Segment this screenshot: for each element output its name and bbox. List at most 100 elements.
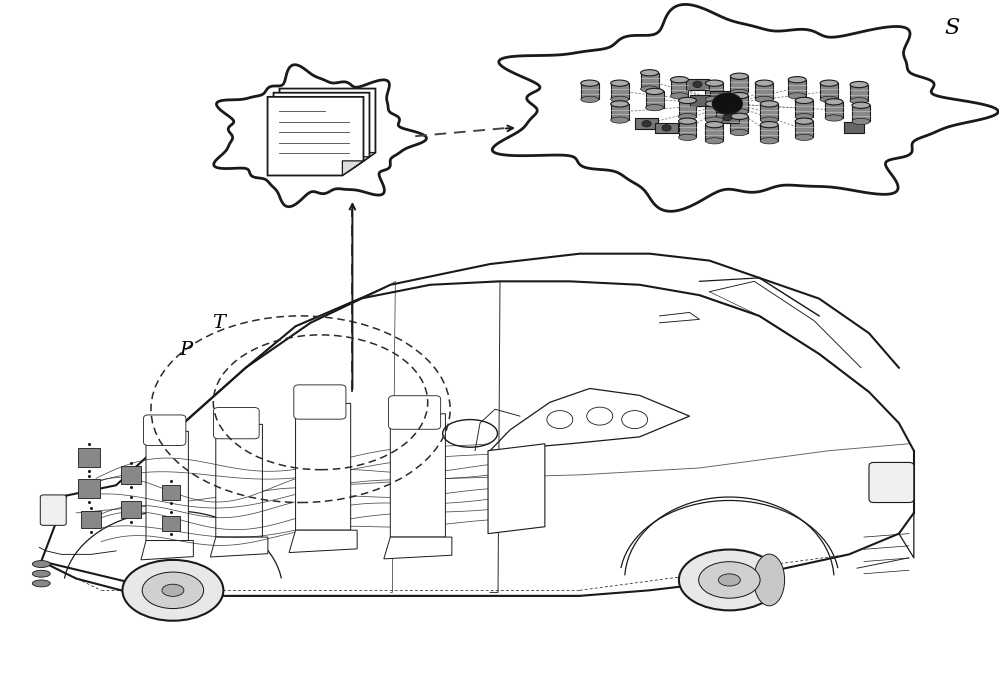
Polygon shape	[210, 537, 268, 557]
Ellipse shape	[718, 574, 740, 586]
Ellipse shape	[705, 96, 723, 103]
Polygon shape	[268, 97, 363, 176]
Ellipse shape	[755, 96, 773, 103]
Text: S: S	[944, 17, 959, 39]
Ellipse shape	[611, 101, 629, 107]
Ellipse shape	[646, 105, 664, 111]
Ellipse shape	[641, 86, 659, 92]
Ellipse shape	[730, 92, 748, 99]
Ellipse shape	[730, 90, 748, 96]
Ellipse shape	[679, 550, 780, 610]
Bar	[690, 95, 709, 105]
Polygon shape	[390, 414, 445, 537]
Ellipse shape	[730, 109, 748, 115]
Ellipse shape	[730, 73, 748, 79]
Ellipse shape	[705, 117, 723, 123]
Bar	[795, 101, 813, 117]
Bar	[611, 104, 629, 120]
Polygon shape	[342, 161, 363, 176]
Bar	[611, 83, 629, 99]
Ellipse shape	[760, 101, 778, 107]
Polygon shape	[296, 403, 351, 530]
Bar	[121, 466, 141, 484]
Ellipse shape	[820, 96, 838, 103]
Ellipse shape	[679, 97, 696, 103]
Ellipse shape	[825, 99, 843, 105]
Polygon shape	[141, 541, 193, 560]
Ellipse shape	[671, 93, 688, 99]
Ellipse shape	[795, 118, 813, 124]
Ellipse shape	[699, 561, 760, 598]
Bar	[581, 83, 599, 99]
Ellipse shape	[795, 97, 813, 103]
Polygon shape	[146, 431, 188, 541]
Bar	[78, 448, 100, 467]
Ellipse shape	[32, 570, 50, 577]
Ellipse shape	[852, 119, 870, 124]
Circle shape	[723, 115, 732, 121]
Bar	[710, 91, 729, 101]
Polygon shape	[492, 4, 998, 211]
Ellipse shape	[820, 80, 838, 86]
Bar	[755, 83, 773, 99]
Bar	[705, 104, 723, 120]
Polygon shape	[214, 65, 426, 207]
Ellipse shape	[705, 137, 723, 144]
Ellipse shape	[852, 102, 870, 108]
Bar	[121, 501, 141, 518]
Text: T: T	[212, 314, 225, 332]
Ellipse shape	[611, 96, 629, 103]
Ellipse shape	[850, 98, 868, 104]
Ellipse shape	[611, 80, 629, 86]
Bar	[825, 102, 843, 118]
Ellipse shape	[162, 584, 184, 596]
Bar	[646, 92, 664, 108]
Ellipse shape	[705, 101, 723, 107]
Polygon shape	[354, 153, 375, 167]
Ellipse shape	[641, 69, 659, 76]
Ellipse shape	[32, 561, 50, 568]
Ellipse shape	[705, 80, 723, 86]
Bar	[730, 96, 748, 112]
Polygon shape	[216, 424, 262, 537]
Bar	[162, 516, 180, 531]
Circle shape	[642, 121, 651, 127]
Ellipse shape	[850, 81, 868, 87]
Ellipse shape	[730, 129, 748, 135]
Bar	[705, 125, 723, 141]
Ellipse shape	[795, 114, 813, 120]
Ellipse shape	[788, 76, 806, 83]
FancyBboxPatch shape	[40, 495, 66, 525]
Circle shape	[712, 93, 742, 114]
Polygon shape	[348, 157, 369, 171]
FancyBboxPatch shape	[214, 407, 259, 439]
Bar	[635, 119, 658, 129]
Ellipse shape	[646, 88, 664, 94]
Bar	[795, 121, 813, 137]
Polygon shape	[488, 443, 545, 534]
Circle shape	[662, 125, 671, 131]
Ellipse shape	[142, 572, 204, 609]
Polygon shape	[274, 93, 369, 171]
Bar	[705, 83, 723, 99]
Bar	[162, 484, 180, 500]
Ellipse shape	[611, 117, 629, 123]
FancyBboxPatch shape	[389, 396, 441, 430]
Bar	[730, 117, 748, 133]
Ellipse shape	[671, 76, 688, 83]
Bar	[78, 479, 100, 498]
Ellipse shape	[730, 113, 748, 119]
FancyBboxPatch shape	[869, 462, 914, 502]
Ellipse shape	[679, 118, 696, 124]
Ellipse shape	[32, 580, 50, 587]
Ellipse shape	[754, 554, 785, 606]
Bar	[671, 80, 688, 96]
Bar	[686, 79, 709, 90]
Bar	[760, 104, 778, 120]
Polygon shape	[289, 530, 357, 552]
Polygon shape	[280, 89, 375, 167]
Bar	[716, 112, 739, 123]
Ellipse shape	[760, 137, 778, 144]
Ellipse shape	[581, 80, 599, 86]
Bar	[730, 76, 748, 92]
